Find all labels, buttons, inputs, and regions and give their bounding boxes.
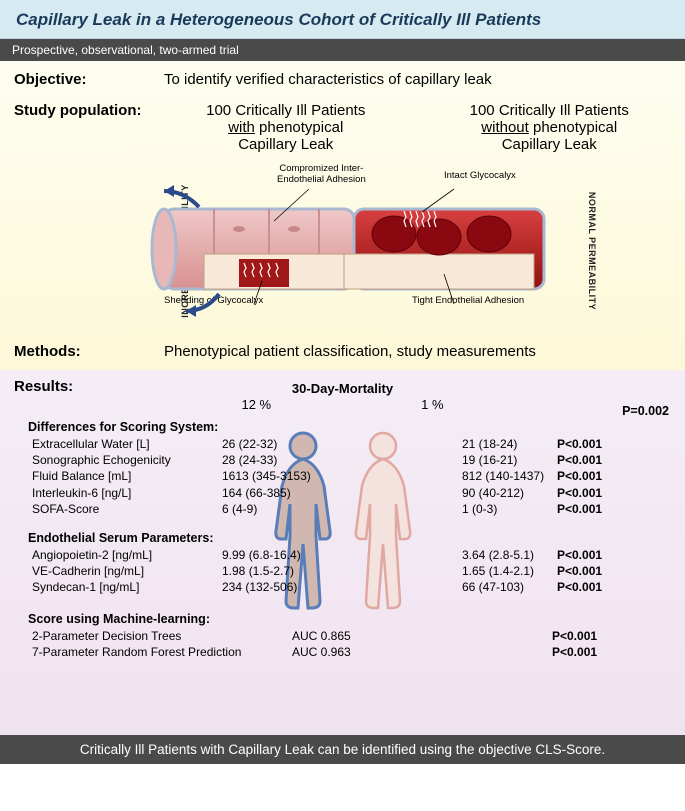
- table-row: Sonographic Echogenicity28 (24-33)19 (16…: [14, 452, 671, 468]
- mortality-header: 30-Day-Mortality: [14, 381, 671, 396]
- pop-left-l1: 100 Critically Ill Patients: [164, 102, 408, 119]
- methods-label: Methods:: [14, 343, 164, 360]
- subtitle-bar: Prospective, observational, two-armed tr…: [0, 39, 685, 61]
- table-row: Angiopoietin-2 [ng/mL]9.99 (6.8-16.4)3.6…: [14, 547, 671, 563]
- studypop-row: Study population: 100 Critically Ill Pat…: [14, 102, 671, 153]
- mortality-left: 12 %: [241, 397, 271, 412]
- mortality-right: 1 %: [421, 397, 443, 412]
- table-row: SOFA-Score6 (4-9)1 (0-3)P<0.001: [14, 501, 671, 517]
- studypop-content: 100 Critically Ill Patients with phenoty…: [164, 102, 671, 153]
- pop-right-l3: Capillary Leak: [428, 136, 672, 153]
- mortality-values: 12 % 1 %: [14, 397, 671, 412]
- sect-ml-header: Score using Machine-learning:: [14, 612, 671, 626]
- pop-left-l3: Capillary Leak: [164, 136, 408, 153]
- table-row: Syndecan-1 [ng/mL]234 (132-506)66 (47-10…: [14, 579, 671, 595]
- pop-right-l2: without phenotypical: [428, 119, 672, 136]
- sect-endo-header: Endothelial Serum Parameters:: [14, 531, 671, 545]
- table-row: 2-Parameter Decision TreesAUC 0.865P<0.0…: [14, 628, 671, 644]
- table-row: Fluid Balance [mL]1613 (345-3153)812 (14…: [14, 468, 671, 484]
- methods-text: Phenotypical patient classification, stu…: [164, 343, 671, 360]
- results-section: Results: 30-Day-Mortality 12 % 1 % P=0.0…: [0, 370, 685, 735]
- objective-label: Objective:: [14, 71, 164, 88]
- pop-right: 100 Critically Ill Patients without phen…: [428, 102, 672, 153]
- table-row: Extracellular Water [L]26 (22-32)21 (18-…: [14, 436, 671, 452]
- methods-row: Methods: Phenotypical patient classifica…: [14, 343, 671, 360]
- data-table: Differences for Scoring System: Extracel…: [14, 420, 671, 660]
- table-row: 7-Parameter Random Forest PredictionAUC …: [14, 644, 671, 660]
- pop-left-l2: with phenotypical: [164, 119, 408, 136]
- vessel-diagram: INCREASED PERMEABILITY NORMAL PERMEABILI…: [14, 161, 671, 341]
- vessel-svg: [144, 179, 564, 324]
- page-title: Capillary Leak in a Heterogeneous Cohort…: [16, 10, 669, 30]
- upper-section: Objective: To identify verified characte…: [0, 61, 685, 370]
- studypop-label: Study population:: [14, 102, 164, 153]
- table-row: VE-Cadherin [ng/mL]1.98 (1.5-2.7)1.65 (1…: [14, 563, 671, 579]
- pop-right-l1: 100 Critically Ill Patients: [428, 102, 672, 119]
- sect-diff-header: Differences for Scoring System:: [14, 420, 671, 434]
- table-row: Interleukin-6 [ng/L]164 (66-385)90 (40-2…: [14, 485, 671, 501]
- objective-row: Objective: To identify verified characte…: [14, 71, 671, 88]
- pop-left: 100 Critically Ill Patients with phenoty…: [164, 102, 408, 153]
- bottom-bar: Critically Ill Patients with Capillary L…: [0, 735, 685, 764]
- objective-text: To identify verified characteristics of …: [164, 71, 671, 88]
- mortality-pvalue: P=0.002: [622, 404, 669, 418]
- title-bar: Capillary Leak in a Heterogeneous Cohort…: [0, 0, 685, 39]
- perm-right-label: NORMAL PERMEABILITY: [587, 192, 597, 310]
